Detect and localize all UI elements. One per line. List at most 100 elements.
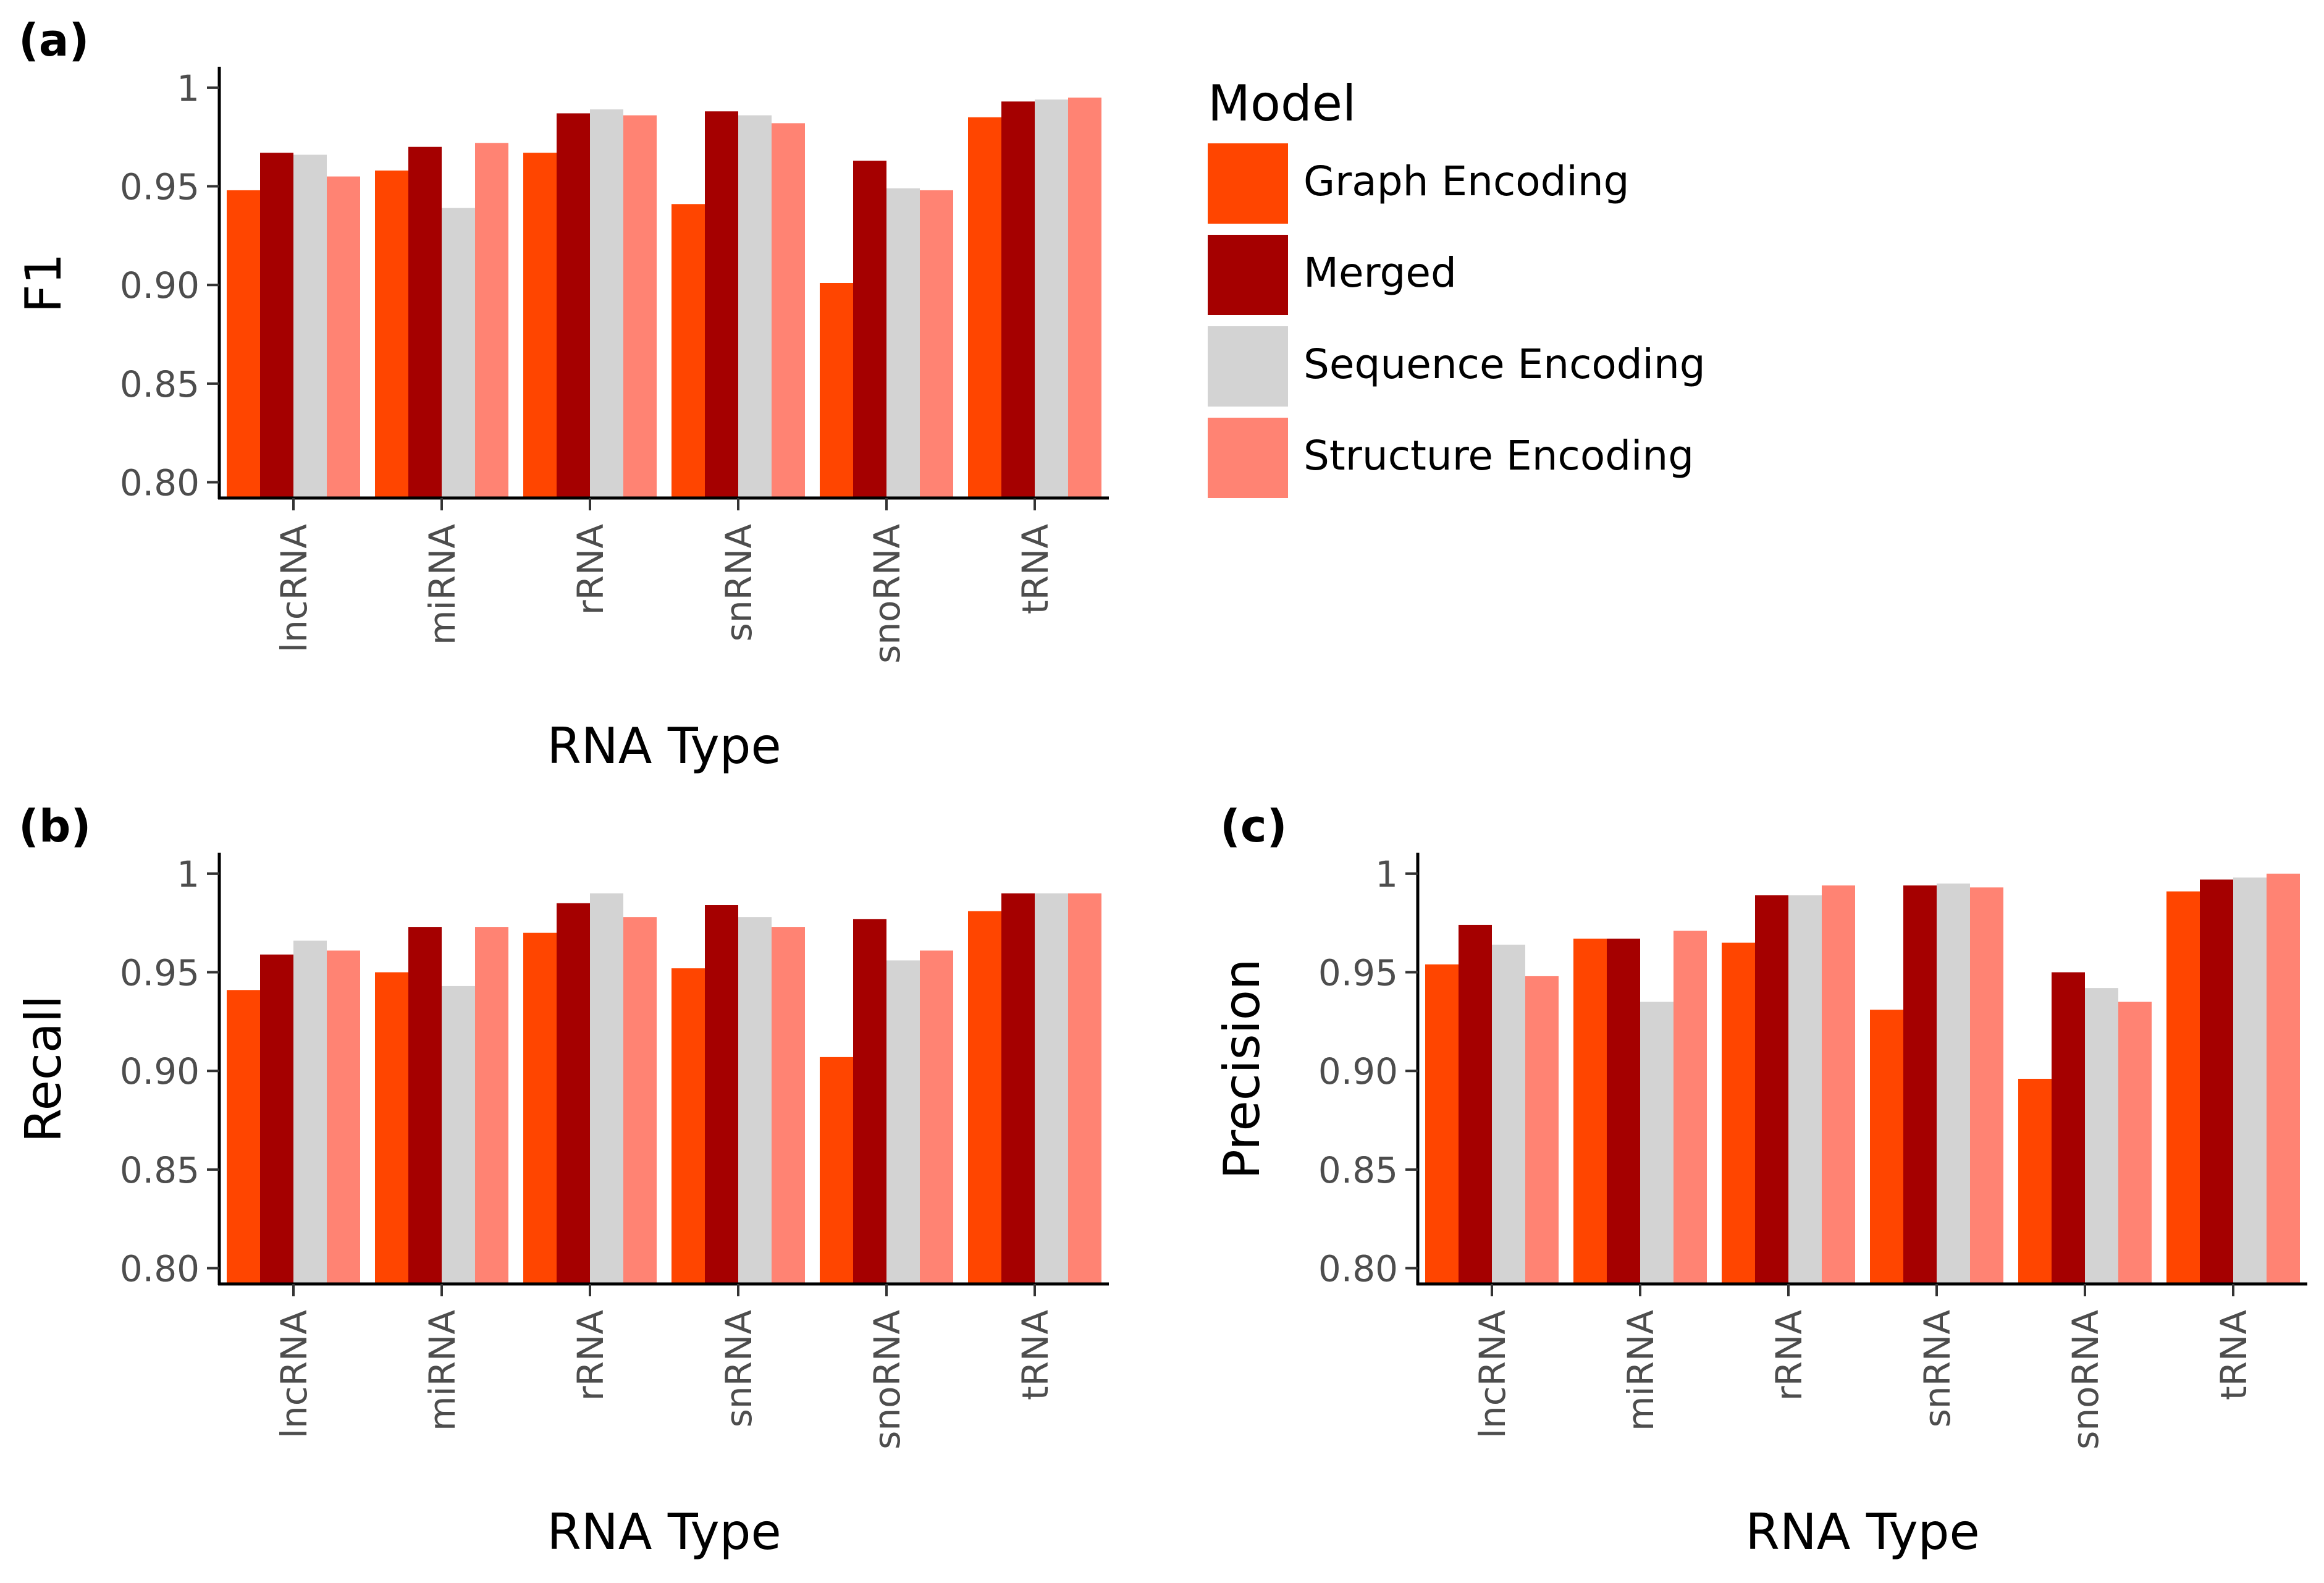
- legend: Model Graph Encoding Merged Sequence Enc…: [1208, 75, 1706, 498]
- bar-snrna-sequence-encoding: [738, 917, 772, 1284]
- y-tick-label: 0.95: [120, 166, 200, 208]
- bar-layer: [227, 97, 1101, 499]
- legend-item-structure-encoding: Structure Encoding: [1208, 418, 1694, 498]
- x-axis: lncRNA miRNA rRNA snRNA snoRNA tRNA: [1417, 1282, 2307, 1450]
- bar-snrna-sequence-encoding: [1937, 883, 1970, 1284]
- bar-rrna-merged: [557, 113, 590, 498]
- bar-trna-sequence-encoding: [1035, 893, 1068, 1284]
- y-tick-label: 0.85: [120, 1149, 200, 1191]
- bar-snrna-graph-encoding: [1870, 1010, 1903, 1284]
- bar-trna-graph-encoding: [2166, 891, 2200, 1284]
- x-axis: lncRNA miRNA rRNA snRNA snoRNA tRNA: [218, 1282, 1109, 1450]
- bar-mirna-merged: [408, 146, 442, 498]
- bar-layer: [1425, 873, 2300, 1284]
- legend-title: Model: [1208, 75, 1356, 132]
- y-axis: 0.80 0.85 0.90 0.95 1: [1318, 853, 1420, 1290]
- bar-layer: [227, 893, 1101, 1284]
- bar-mirna-merged: [1607, 939, 1640, 1284]
- x-axis-title: RNA Type: [547, 1503, 781, 1561]
- y-tick-label: 0.95: [1318, 952, 1398, 994]
- x-tick-label-snrna: snRNA: [718, 1310, 760, 1428]
- x-tick-label-snorna: snoRNA: [2065, 1310, 2107, 1450]
- bar-rrna-structure-encoding: [623, 115, 657, 498]
- bar-trna-structure-encoding: [1068, 893, 1101, 1284]
- x-tick-label-trna: tRNA: [1014, 1310, 1056, 1400]
- x-tick-label-mirna: miRNA: [421, 524, 463, 645]
- y-tick-label: 1: [177, 67, 200, 109]
- x-tick-label-snrna: snRNA: [1916, 1310, 1958, 1428]
- legend-label: Structure Encoding: [1303, 432, 1694, 479]
- legend-label: Sequence Encoding: [1303, 340, 1706, 388]
- y-tick-label: 0.80: [1318, 1247, 1398, 1290]
- bar-snorna-graph-encoding: [820, 283, 853, 498]
- bar-mirna-sequence-encoding: [442, 986, 475, 1284]
- legend-label: Graph Encoding: [1303, 158, 1630, 205]
- bar-lncrna-merged: [260, 954, 293, 1284]
- y-tick-label: 0.85: [1318, 1149, 1398, 1191]
- bar-trna-sequence-encoding: [2233, 877, 2267, 1284]
- x-tick-label-snrna: snRNA: [718, 524, 760, 642]
- bar-lncrna-structure-encoding: [1525, 976, 1559, 1284]
- bar-rrna-merged: [557, 903, 590, 1284]
- bar-snorna-merged: [853, 161, 886, 498]
- legend-swatch: [1208, 418, 1288, 498]
- panel-label: (c): [1220, 800, 1287, 852]
- bar-snorna-merged: [2052, 972, 2085, 1284]
- bar-trna-structure-encoding: [2267, 873, 2300, 1284]
- bar-mirna-structure-encoding: [1674, 931, 1707, 1284]
- bar-snorna-sequence-encoding: [2085, 988, 2118, 1284]
- x-axis-title: RNA Type: [1745, 1503, 1979, 1561]
- bar-snrna-sequence-encoding: [738, 115, 772, 498]
- y-tick-label: 0.85: [120, 363, 200, 405]
- bar-lncrna-merged: [260, 153, 293, 498]
- y-axis-title: Precision: [1213, 959, 1271, 1180]
- y-tick-label: 0.80: [120, 462, 200, 504]
- bar-lncrna-graph-encoding: [1425, 964, 1459, 1284]
- bar-snorna-graph-encoding: [820, 1057, 853, 1284]
- bar-snorna-merged: [853, 919, 886, 1284]
- bar-mirna-graph-encoding: [1573, 939, 1607, 1284]
- bar-mirna-structure-encoding: [475, 927, 508, 1284]
- bar-mirna-sequence-encoding: [1640, 1002, 1674, 1284]
- y-tick-label: 0.90: [120, 264, 200, 306]
- y-axis-title: Recall: [15, 995, 72, 1143]
- bar-rrna-sequence-encoding: [590, 109, 623, 499]
- bar-lncrna-structure-encoding: [327, 176, 360, 499]
- bar-trna-merged: [1001, 893, 1035, 1284]
- bar-rrna-merged: [1755, 895, 1788, 1284]
- legend-swatch: [1208, 143, 1288, 224]
- bar-rrna-graph-encoding: [1722, 942, 1755, 1284]
- bar-rrna-structure-encoding: [623, 917, 657, 1284]
- y-tick-label: 1: [1375, 853, 1398, 895]
- y-axis: 0.80 0.85 0.90 0.95 1: [120, 853, 221, 1290]
- bar-trna-merged: [1001, 101, 1035, 498]
- legend-item-merged: Merged: [1208, 235, 1457, 315]
- bar-lncrna-sequence-encoding: [293, 154, 327, 499]
- bar-snorna-structure-encoding: [920, 950, 953, 1284]
- x-tick-label-snorna: snoRNA: [866, 524, 908, 664]
- bar-trna-sequence-encoding: [1035, 99, 1068, 498]
- bar-snorna-structure-encoding: [2118, 1002, 2152, 1284]
- y-tick-label: 0.80: [120, 1247, 200, 1290]
- bar-rrna-graph-encoding: [523, 932, 557, 1284]
- bar-mirna-graph-encoding: [375, 972, 408, 1284]
- legend-item-graph-encoding: Graph Encoding: [1208, 143, 1630, 224]
- panel-precision: (c) 0.80 0.85 0.90 0.95 1 lncRNA miRNA rRNA snR…: [1213, 800, 2307, 1561]
- bar-snrna-merged: [705, 905, 738, 1284]
- bar-snrna-merged: [1903, 885, 1937, 1284]
- bar-rrna-sequence-encoding: [590, 893, 623, 1284]
- bar-rrna-sequence-encoding: [1788, 895, 1822, 1284]
- bar-trna-merged: [2200, 879, 2233, 1284]
- bar-lncrna-graph-encoding: [227, 990, 260, 1284]
- bar-mirna-graph-encoding: [375, 171, 408, 498]
- bar-snrna-merged: [705, 111, 738, 499]
- legend-swatch: [1208, 235, 1288, 315]
- y-tick-label: 0.90: [120, 1050, 200, 1092]
- panel-f1: (a) 0.80 0.85 0.90 0.95 1 lncRNA miRNA rRNA snR…: [15, 14, 1109, 775]
- bar-lncrna-sequence-encoding: [1492, 944, 1525, 1284]
- y-axis: 0.80 0.85 0.90 0.95 1: [120, 67, 221, 504]
- bar-snrna-graph-encoding: [672, 968, 705, 1284]
- bar-lncrna-sequence-encoding: [293, 940, 327, 1284]
- bar-snrna-structure-encoding: [1970, 887, 2003, 1284]
- bar-rrna-graph-encoding: [523, 153, 557, 498]
